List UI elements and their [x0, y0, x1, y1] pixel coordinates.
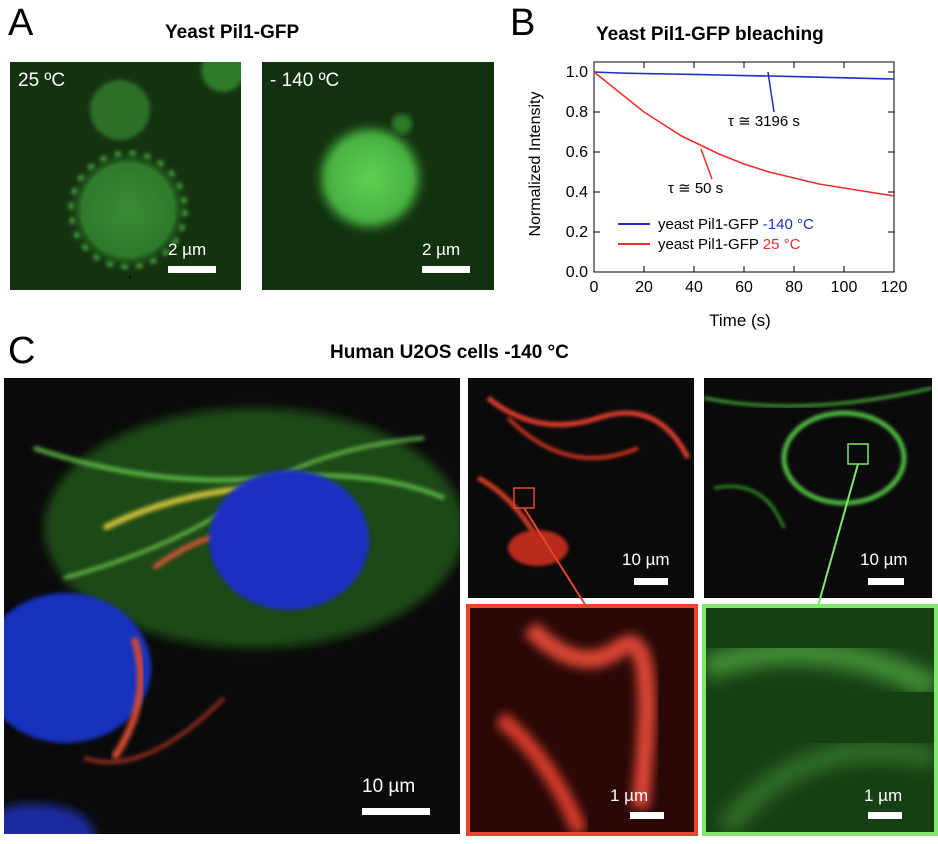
x-tick-label-1: 20	[635, 279, 653, 296]
legend-suffix-0: -140 °C	[763, 216, 814, 233]
y-tick-label-1: 0.2	[566, 224, 588, 241]
x-tick-label-3: 60	[735, 279, 753, 296]
scale-bar-green-zoom	[868, 812, 902, 819]
scale-bar-red-zoom	[630, 812, 664, 819]
legend-suffix-1: 25 °C	[763, 236, 801, 253]
tau-red-pointer	[700, 148, 713, 180]
tau-red-label: τ ≅ 50 s	[668, 180, 723, 197]
panel-a-letter: A	[8, 2, 34, 44]
chart-title: Yeast Pil1-GFP bleaching	[596, 24, 824, 45]
scale-label-c-main: 10 µm	[362, 776, 416, 797]
scale-bar-a-right	[422, 266, 470, 273]
u2os-merged-image: 10 µm	[4, 378, 460, 834]
series-line-1	[593, 71, 895, 197]
u2os-green-zoom-image: 1 µm	[702, 604, 938, 836]
panel-c-letter: C	[8, 330, 36, 372]
temp-label-minus140c: - 140 ºC	[270, 70, 340, 91]
x-tick-label-4: 80	[785, 279, 803, 296]
scale-bar-green-top	[868, 578, 904, 585]
x-tick-label-5: 100	[831, 279, 858, 296]
x-tick-label-6: 120	[881, 279, 908, 296]
scale-label-green-top: 10 µm	[860, 550, 908, 569]
y-tick-label-4: 0.8	[566, 104, 588, 121]
panel-b-letter: B	[510, 2, 536, 44]
panel-c-title: Human U2OS cells -140 °C	[330, 342, 569, 363]
scale-bar-red-top	[634, 578, 668, 585]
x-tick-label-2: 40	[685, 279, 703, 296]
x-axis-label: Time (s)	[709, 311, 771, 330]
legend-label-1: yeast Pil1-GFP 25 °C	[658, 236, 801, 253]
u2os-red-zoom-image: 1 µm	[466, 604, 698, 836]
scale-label-red-top: 10 µm	[622, 550, 670, 569]
series-line-0	[593, 71, 895, 80]
y-axis-label: Normalized Intensity	[527, 92, 544, 237]
legend-label-0: yeast Pil1-GFP -140 °C	[658, 216, 814, 233]
temp-label-25c: 25 ºC	[18, 70, 66, 91]
bleaching-chart: Normalized Intensity Time (s) 0 20 40 60 80 1…	[527, 61, 908, 330]
yeast-minus140c-image: - 140 ºC 2 µm	[262, 62, 494, 290]
y-tick-label-3: 0.6	[566, 144, 588, 161]
y-tick-label-5: 1.0	[566, 64, 588, 81]
yeast-25c-image: 25 ºC 2 µm	[10, 62, 241, 290]
scale-bar-a-left	[168, 266, 216, 273]
scale-label-a-left: 2 µm	[168, 240, 207, 259]
scale-label-red-zoom: 1 µm	[610, 786, 649, 805]
x-tick-label-0: 0	[590, 279, 599, 296]
scale-label-green-zoom: 1 µm	[864, 786, 903, 805]
u2os-green-channel-image: 10 µm	[704, 378, 932, 598]
y-tick-label-2: 0.4	[566, 184, 588, 201]
tau-blue-pointer	[767, 71, 775, 113]
u2os-red-channel-image: 10 µm	[468, 378, 694, 598]
scale-bar-c-main	[362, 808, 430, 815]
panel-a-title: Yeast Pil1-GFP	[165, 22, 300, 43]
tau-blue-label: τ ≅ 3196 s	[728, 113, 800, 130]
y-tick-label-0: 0.0	[566, 264, 588, 281]
scale-label-a-right: 2 µm	[422, 240, 461, 259]
